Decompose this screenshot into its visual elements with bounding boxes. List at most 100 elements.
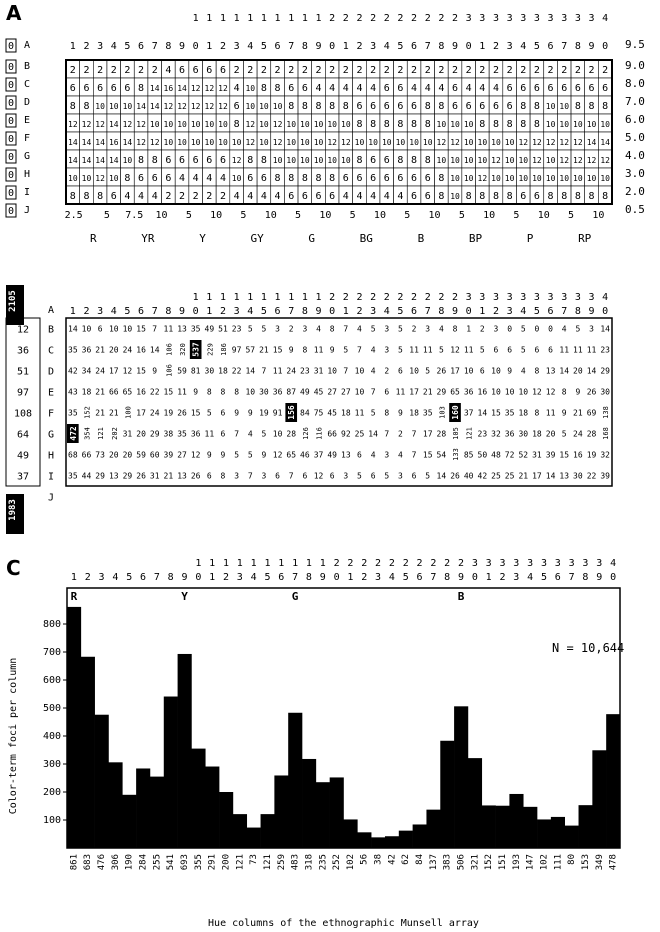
b-cell-value: 6 xyxy=(507,346,512,355)
c-bar-label: 259 xyxy=(277,854,287,870)
b-cell-value: 24 xyxy=(573,430,583,439)
a-bottom-label: 5 xyxy=(240,210,246,221)
a-left-value: 0 xyxy=(8,62,14,73)
a-cell-value: 2 xyxy=(275,65,281,76)
b-col-units: 2 xyxy=(220,306,226,317)
a-cell-value: 6 xyxy=(329,191,335,202)
c-col-tens: 2 xyxy=(347,558,353,569)
b-col-units: 1 xyxy=(206,306,212,317)
b-cell-value: 66 xyxy=(82,451,92,460)
b-cell-value: 0 xyxy=(507,325,512,334)
c-col-units: 2 xyxy=(499,572,505,583)
a-cell-value: 8 xyxy=(316,101,322,112)
b-cell-value: 6 xyxy=(412,472,417,481)
a-cell-value: 10 xyxy=(396,138,406,147)
a-left-value: 0 xyxy=(8,206,14,217)
c-bar-label: 252 xyxy=(332,854,342,870)
b-col-units: 0 xyxy=(466,306,472,317)
a-cell-value: 8 xyxy=(507,119,513,130)
a-cell-value: 8 xyxy=(384,119,390,130)
a-cell-value: 10 xyxy=(546,156,556,165)
a-hue-name: B xyxy=(418,232,425,245)
b-col-units: 2 xyxy=(493,306,499,317)
a-cell-value: 10 xyxy=(259,120,269,129)
c-col-tens: 1 xyxy=(209,558,215,569)
b-cell-value: 18 xyxy=(218,367,228,376)
b-cell-value: 35 xyxy=(505,409,515,418)
a-cell-value: 2 xyxy=(548,65,554,76)
a-cell-value: 8 xyxy=(356,155,362,166)
a-cell-value: 8 xyxy=(438,191,444,202)
a-col-tens: 1 xyxy=(247,13,253,24)
b-row-letter: F xyxy=(48,409,54,420)
b-grid-border xyxy=(65,317,613,487)
a-col-units: 3 xyxy=(370,41,376,52)
b-cell-value: 8 xyxy=(453,325,458,334)
b-cell-value: 2 xyxy=(289,325,294,334)
a-cell-value: 2 xyxy=(302,65,308,76)
c-bar xyxy=(246,827,261,848)
a-cell-value: 6 xyxy=(561,83,567,94)
b-cell-value: 30 xyxy=(600,388,610,397)
a-cell-value: 2 xyxy=(452,65,458,76)
b-cell-value: 36 xyxy=(273,388,283,397)
a-cell-value: 14 xyxy=(82,156,92,165)
a-cell-value: 14 xyxy=(82,138,92,147)
c-col-units: 5 xyxy=(126,572,132,583)
c-bar-label: 153 xyxy=(581,854,591,870)
b-cell-value: 92 xyxy=(341,430,351,439)
a-cell-value: 10 xyxy=(109,174,119,183)
a-cell-value: 8 xyxy=(343,101,349,112)
b-cell-value: 7 xyxy=(343,325,348,334)
b-highlight-cell xyxy=(67,424,79,443)
a-cell-value: 2 xyxy=(438,65,444,76)
b-cell-value: 73 xyxy=(95,451,105,460)
a-cell-value: 6 xyxy=(493,101,499,112)
a-cell-value: 10 xyxy=(573,174,583,183)
a-col-tens: 1 xyxy=(261,13,267,24)
b-cell-value: 15 xyxy=(164,388,174,397)
b-cell-value: 8 xyxy=(562,388,567,397)
b-cell-value: 21 xyxy=(573,409,583,418)
b-cell-value: 11 xyxy=(205,430,215,439)
c-col-tens: 1 xyxy=(320,558,326,569)
a-col-tens: 3 xyxy=(548,13,554,24)
b-cell-value: 8 xyxy=(384,409,389,418)
a-cell-value: 10 xyxy=(259,102,269,111)
c-bar xyxy=(481,805,496,848)
b-cell-value: 36 xyxy=(191,430,201,439)
c-col-tens: 2 xyxy=(444,558,450,569)
a-row-letter: E xyxy=(24,115,30,126)
a-cell-value: 2 xyxy=(206,191,212,202)
b-col-units: 8 xyxy=(575,306,581,317)
b-cell-value: 3 xyxy=(262,472,267,481)
a-cell-value: 4 xyxy=(370,191,376,202)
a-cell-value: 8 xyxy=(411,119,417,130)
a-bottom-label: 10 xyxy=(592,210,604,221)
a-cell-value: 6 xyxy=(356,173,362,184)
c-col-tens: 3 xyxy=(499,558,505,569)
a-cell-value: 6 xyxy=(343,173,349,184)
c-col-units: 0 xyxy=(195,572,201,583)
c-bar-label: 349 xyxy=(595,854,605,870)
a-left-value: 0 xyxy=(8,134,14,145)
b-cell-value: 8 xyxy=(207,388,212,397)
b-cell-value: 354 xyxy=(83,427,91,440)
c-bar xyxy=(288,712,303,848)
b-cell-value: 45 xyxy=(327,409,337,418)
a-col-tens: 1 xyxy=(193,13,199,24)
b-col-tens: 1 xyxy=(275,292,281,303)
a-cell-value: 8 xyxy=(234,119,240,130)
a-col-units: 6 xyxy=(138,41,144,52)
a-col-tens: 1 xyxy=(302,13,308,24)
a-col-units: 5 xyxy=(124,41,130,52)
a-cell-value: 12 xyxy=(437,138,447,147)
b-col-units: 5 xyxy=(397,306,403,317)
b-col-units: 5 xyxy=(534,306,540,317)
a-grid-border xyxy=(65,59,613,205)
b-col-tens: 3 xyxy=(507,292,513,303)
b-cell-value: 21 xyxy=(95,388,105,397)
b-cell-value: 5 xyxy=(371,325,376,334)
c-bar xyxy=(550,816,565,848)
c-col-units: 4 xyxy=(389,572,395,583)
